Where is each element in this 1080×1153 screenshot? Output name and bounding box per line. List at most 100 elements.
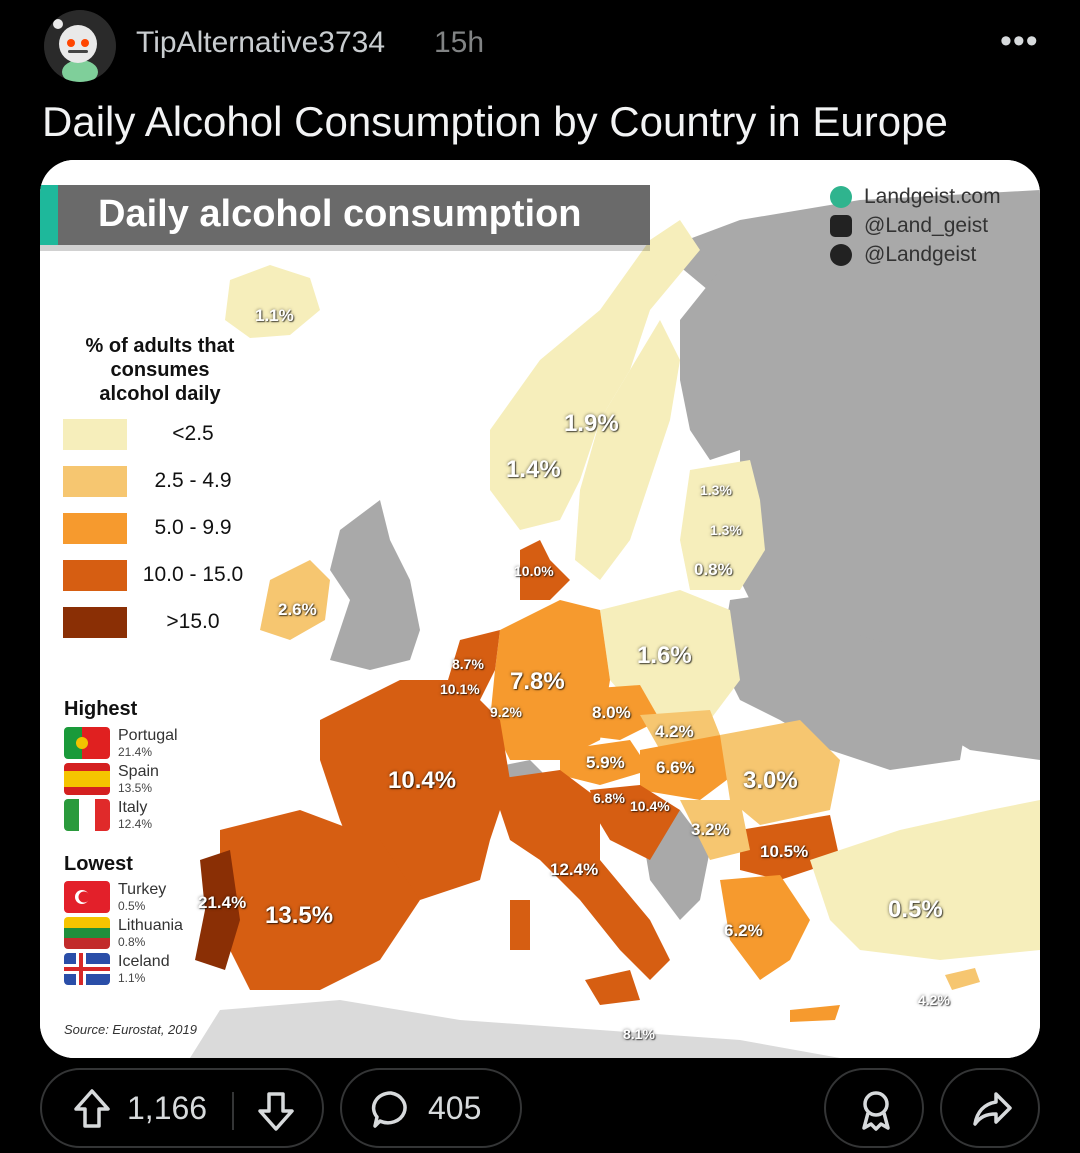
comment-icon <box>370 1089 412 1136</box>
upvote-count: 1,166 <box>127 1090 208 1126</box>
lowest-item: Turkey 0.5% <box>64 881 244 915</box>
legend-label: <2.5 <box>172 422 214 445</box>
highest-item: Spain 13.5% <box>64 763 244 797</box>
label-denmark: 10.0% <box>514 563 554 579</box>
lowest-pct: 0.8% <box>118 935 146 949</box>
highest-pct: 21.4% <box>118 745 153 759</box>
highest-country: Portugal <box>118 727 178 744</box>
brand-website: Landgeist.com <box>864 184 1001 208</box>
banner-title: Daily alcohol consumption <box>98 193 582 235</box>
highest-heading: Highest <box>64 698 138 720</box>
legend-swatch <box>63 466 127 497</box>
label-malta: 8.1% <box>623 1026 655 1042</box>
legend-label: 5.0 - 9.9 <box>154 516 232 539</box>
vote-pill: 1,166 <box>40 1068 324 1148</box>
italy-flag-icon <box>64 799 110 831</box>
label-italy: 12.4% <box>550 860 599 879</box>
username[interactable]: TipAlternative3734 <box>136 26 386 59</box>
label-belgium: 10.1% <box>440 681 480 697</box>
legend-label: >15.0 <box>166 610 220 633</box>
lowest-item: Iceland 1.1% <box>64 953 244 987</box>
post-action-bar: 1,166 405 <box>0 1068 1080 1153</box>
europe-map <box>40 160 1040 1058</box>
brand-instagram: @Land_geist <box>864 213 989 237</box>
map-banner: Daily alcohol consumption <box>40 185 650 245</box>
legend-swatch <box>63 560 127 591</box>
award-button[interactable] <box>824 1068 924 1148</box>
user-avatar[interactable] <box>44 10 116 82</box>
vote-divider <box>232 1092 234 1130</box>
label-bulgaria: 10.5% <box>760 842 809 861</box>
portugal-flag-icon <box>64 727 110 759</box>
label-portugal: 21.4% <box>198 893 247 912</box>
legend-swatch <box>63 513 127 544</box>
label-spain: 13.5% <box>265 902 334 929</box>
legend-title-line-1: % of adults that <box>85 335 235 357</box>
more-options-icon[interactable]: ••• <box>1000 22 1039 60</box>
label-estonia: 1.3% <box>700 482 732 498</box>
label-austria: 5.9% <box>586 753 625 772</box>
label-hungary: 6.6% <box>656 758 695 777</box>
spain-flag-icon <box>64 763 110 795</box>
lowest-pct: 0.5% <box>118 899 146 913</box>
turkey-flag-icon <box>64 881 110 913</box>
post-title: Daily Alcohol Consumption by Country in … <box>42 98 948 145</box>
map-image[interactable]: Daily alcohol consumption Landgeist.com … <box>40 160 1040 1058</box>
label-slovenia: 6.8% <box>593 790 625 806</box>
label-lithuania: 0.8% <box>694 560 733 579</box>
legend-swatch <box>63 607 127 638</box>
legend-title-line-2: consumes <box>110 359 210 381</box>
comments-button[interactable]: 405 <box>340 1068 522 1148</box>
label-france: 10.4% <box>388 767 457 794</box>
label-poland: 1.6% <box>637 642 692 669</box>
highest-item: Italy 12.4% <box>64 799 244 833</box>
lowest-country: Iceland <box>118 953 170 970</box>
label-croatia: 10.4% <box>630 798 670 814</box>
brand-twitter: @Landgeist <box>864 242 977 266</box>
label-ireland: 2.6% <box>278 600 317 619</box>
source-note: Source: Eurostat, 2019 <box>64 1022 197 1037</box>
label-luxembourg: 9.2% <box>490 704 522 720</box>
label-iceland: 1.1% <box>255 306 294 325</box>
share-button[interactable] <box>940 1068 1040 1148</box>
label-latvia: 1.3% <box>710 522 742 538</box>
upvote-icon[interactable] <box>72 1088 112 1135</box>
legend-label: 2.5 - 4.9 <box>154 469 232 492</box>
brand-credits: Landgeist.com @Land_geist @Landgeist <box>830 182 1001 269</box>
award-icon <box>856 1088 896 1137</box>
instagram-icon <box>830 214 852 237</box>
legend-title-line-3: alcohol daily <box>99 383 221 405</box>
lowest-item: Lithuania 0.8% <box>64 917 244 951</box>
highest-country: Italy <box>118 799 148 816</box>
legend-swatch <box>63 419 127 450</box>
label-cyprus: 4.2% <box>918 992 950 1008</box>
post-age: 15h <box>434 26 485 59</box>
lowest-heading: Lowest <box>64 853 133 875</box>
post-header: TipAlternative3734 15h ••• <box>0 0 1080 90</box>
globe-icon <box>830 185 852 208</box>
banner-accent <box>40 185 58 245</box>
label-turkey: 0.5% <box>888 896 943 923</box>
downvote-icon[interactable] <box>256 1090 296 1137</box>
highest-country: Spain <box>118 763 159 780</box>
lowest-country: Turkey <box>118 881 167 898</box>
label-slovakia: 4.2% <box>655 722 694 741</box>
lowest-country: Lithuania <box>118 917 183 934</box>
legend-title: % of adults that consumes alcohol daily <box>60 334 260 406</box>
snoo-avatar-icon <box>44 10 116 82</box>
label-germany: 7.8% <box>510 668 565 695</box>
label-sweden: 1.9% <box>564 410 619 437</box>
highest-pct: 13.5% <box>118 781 153 795</box>
map-legend: % of adults that consumes alcohol daily … <box>60 334 260 638</box>
highest-item: Portugal 21.4% <box>64 727 244 761</box>
label-serbia: 3.2% <box>691 820 730 839</box>
label-netherlands: 8.7% <box>452 656 484 672</box>
lowest-pct: 1.1% <box>118 971 146 985</box>
label-greece: 6.2% <box>724 921 763 940</box>
legend-label: 10.0 - 15.0 <box>142 563 244 586</box>
label-czechia: 8.0% <box>592 703 631 722</box>
label-norway: 1.4% <box>506 456 561 483</box>
highest-pct: 12.4% <box>118 817 153 831</box>
iceland-flag-icon <box>64 953 110 985</box>
share-icon <box>972 1090 1012 1133</box>
